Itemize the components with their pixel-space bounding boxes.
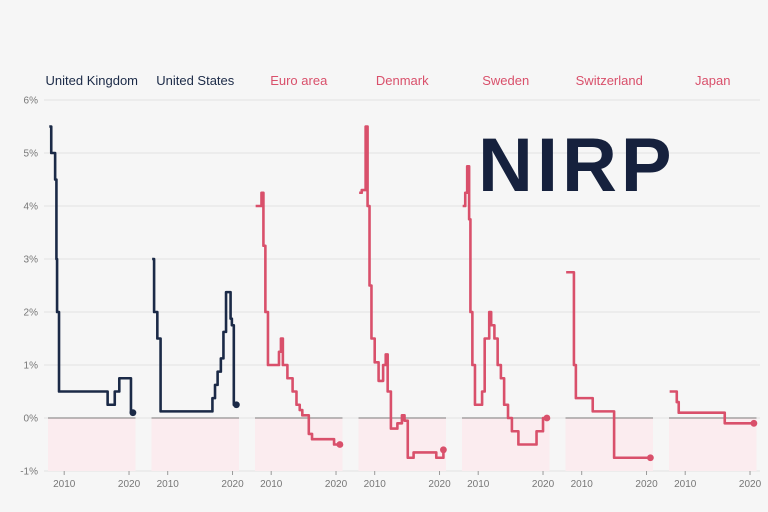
series-line-japan [669,390,754,425]
below-zero-zone [48,418,136,471]
panel-title-denmark: Denmark [376,73,429,88]
x-tick-label: 2020 [428,479,451,490]
y-tick-label: 1% [24,361,39,372]
panel-title-japan: Japan [695,73,730,88]
x-tick-label: 2010 [260,479,283,490]
x-tick-label: 2010 [467,479,490,490]
y-tick-label: 6% [24,96,39,107]
below-zero-zone [151,418,239,471]
below-zero-zone [255,418,343,471]
panel-title-switzerland: Switzerland [576,73,643,88]
x-tick-label: 2010 [53,479,76,490]
end-point-switzerland [647,454,654,462]
y-tick-label: -1% [20,467,38,478]
x-tick-label: 2010 [157,479,180,490]
x-tick-label: 2020 [221,479,244,490]
series-line-united-states [152,257,237,413]
panel-title-sweden: Sweden [482,73,529,88]
panel-title-united-states: United States [156,73,235,88]
y-tick-label: 0% [24,414,39,425]
x-tick-label: 2010 [571,479,594,490]
series-line-switzerland [566,270,651,460]
end-point-japan [750,419,758,427]
series-line-sweden [462,164,547,446]
series-line-denmark [359,125,445,460]
y-tick-label: 3% [24,255,39,266]
x-tick-label: 2020 [325,479,348,490]
y-tick-label: 5% [24,149,39,160]
panel-title-united-kingdom: United Kingdom [46,73,139,88]
x-tick-label: 2020 [739,479,762,490]
x-tick-label: 2010 [674,479,697,490]
nirp-logo: NIRP [478,123,676,208]
end-point-euro-area [336,441,344,448]
x-tick-label: 2020 [635,479,658,490]
end-point-sweden [543,414,551,422]
end-point-denmark [440,446,447,454]
x-tick-label: 2020 [532,479,555,490]
end-point-united-states [233,401,240,409]
below-zero-zone [565,418,653,471]
series-line-united-kingdom [49,125,133,414]
x-tick-label: 2020 [118,479,141,490]
y-tick-label: 2% [24,308,39,319]
below-zero-zone [669,418,757,471]
below-zero-zone [358,418,446,471]
x-tick-label: 2010 [364,479,387,490]
end-point-united-kingdom [129,409,137,417]
panel-title-euro-area: Euro area [270,73,328,88]
series-line-euro-area [255,191,340,446]
y-tick-label: 4% [24,202,39,213]
